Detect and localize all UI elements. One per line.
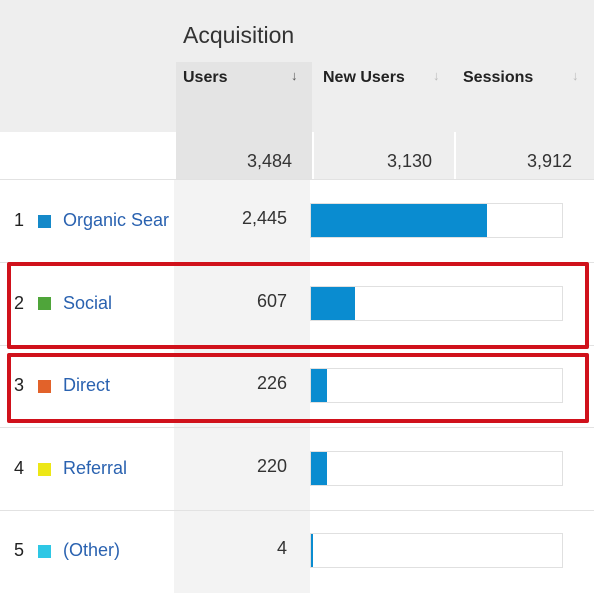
channel-link-other[interactable]: (Other) (63, 540, 121, 560)
users-bar (311, 534, 313, 567)
row-rank: 3 (14, 375, 25, 395)
users-bar-track (310, 368, 563, 403)
column-users[interactable] (176, 62, 312, 180)
row-rank: 4 (14, 458, 25, 478)
row-rank: 5 (14, 540, 25, 560)
column-sessions-label[interactable]: Sessions (463, 69, 534, 86)
users-bar (311, 204, 488, 237)
channel-color-swatch (38, 215, 51, 228)
channel-users-value: 4 (276, 538, 287, 558)
highlight-box-social (7, 262, 589, 349)
channel-users-value: 607 (256, 291, 287, 311)
row-rank: 1 (14, 210, 25, 230)
channel-color-swatch (38, 545, 51, 558)
channel-link-organic-search[interactable]: Organic Sear (63, 210, 170, 230)
total-new-users: 3,130 (386, 151, 432, 171)
sort-icon[interactable]: ↓ (572, 68, 579, 83)
users-bar-track (310, 533, 563, 568)
users-bar-track (310, 203, 563, 238)
column-new-users[interactable] (314, 62, 454, 180)
channel-link-direct[interactable]: Direct (63, 375, 111, 395)
row-divider (0, 179, 594, 180)
users-column-background (174, 180, 310, 593)
column-sessions[interactable] (456, 62, 594, 180)
users-bar-track (310, 286, 563, 321)
row-divider (0, 427, 594, 428)
row-rank: 2 (14, 293, 25, 313)
channel-color-swatch (38, 463, 51, 476)
highlight-box-direct (7, 353, 589, 423)
column-users-label[interactable]: Users (183, 69, 228, 86)
channel-color-swatch (38, 380, 51, 393)
users-bar-track (310, 451, 563, 486)
row-divider (0, 510, 594, 511)
users-bar (311, 452, 327, 485)
users-bar (311, 287, 355, 320)
channel-users-value: 2,445 (241, 208, 287, 228)
total-sessions: 3,912 (526, 151, 572, 171)
column-new-users-label[interactable]: New Users (323, 69, 405, 86)
channel-users-value: 220 (256, 456, 287, 476)
channel-color-swatch (38, 297, 51, 310)
users-bar (311, 369, 328, 402)
channel-link-social[interactable]: Social (63, 293, 113, 313)
channel-link-referral[interactable]: Referral (63, 458, 128, 478)
sort-icon[interactable]: ↓ (433, 68, 440, 83)
channel-users-value: 226 (256, 373, 287, 393)
total-users: 3,484 (246, 151, 292, 171)
sort-descending-icon[interactable]: ↓ (291, 68, 298, 83)
section-title: Acquisition (183, 22, 295, 48)
